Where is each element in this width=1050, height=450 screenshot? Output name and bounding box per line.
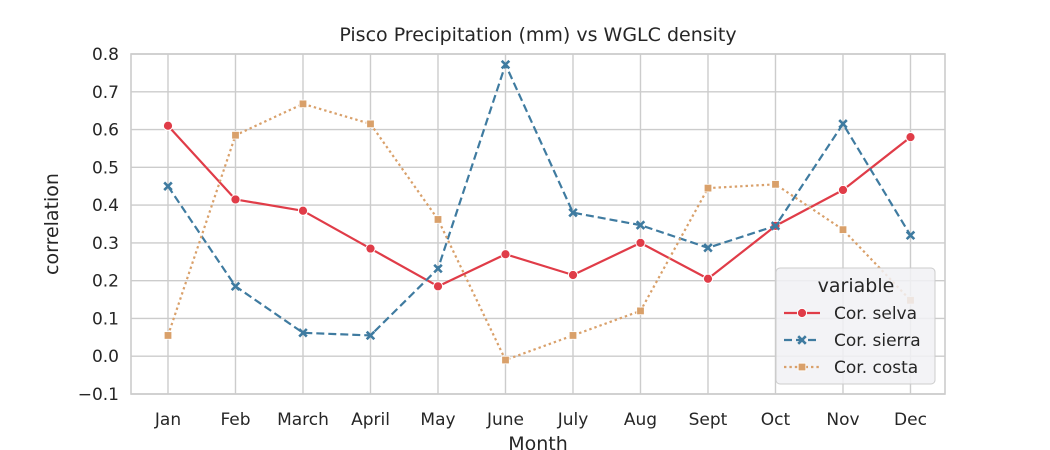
x-tick-label: June — [486, 410, 524, 430]
legend-entry: Cor. selva — [784, 304, 917, 324]
x-tick-label: Sept — [689, 410, 728, 430]
x-tick-label: Nov — [826, 410, 859, 430]
data-point — [838, 225, 848, 234]
data-point — [568, 207, 578, 218]
x-tick-label: Aug — [624, 410, 657, 430]
data-point — [500, 59, 511, 70]
x-tick-label: April — [351, 410, 390, 430]
legend-marker — [797, 362, 807, 372]
series-layer — [162, 59, 916, 365]
data-point — [231, 131, 240, 140]
series-line — [166, 102, 912, 362]
data-point — [837, 184, 849, 196]
data-point — [298, 99, 308, 109]
data-point — [501, 355, 510, 365]
data-point — [297, 205, 309, 216]
data-point — [162, 120, 174, 131]
legend-entry: Cor. costa — [784, 358, 918, 378]
legend-title: variable — [818, 275, 895, 297]
data-point — [163, 181, 173, 191]
legend-label: Cor. sierra — [834, 331, 921, 351]
legend-label: Cor. costa — [834, 358, 918, 378]
chart-title: Pisco Precipitation (mm) vs WGLC density — [339, 24, 736, 46]
data-point — [230, 194, 241, 205]
legend-label: Cor. selva — [834, 304, 917, 324]
x-tick-label: March — [277, 410, 329, 430]
data-point — [366, 119, 375, 129]
data-point — [500, 249, 511, 260]
data-point — [298, 328, 308, 338]
y-tick-label: 0.3 — [92, 234, 119, 254]
x-tick-label: July — [557, 410, 589, 430]
data-point — [771, 180, 780, 189]
series-cor-sierra — [163, 59, 916, 341]
data-point — [163, 331, 173, 340]
data-point — [838, 119, 848, 129]
data-point — [703, 183, 713, 193]
x-tick-label: Feb — [220, 410, 250, 430]
legend-items: Cor. selva Cor. sierra Cor. costa — [784, 304, 921, 378]
data-point — [433, 263, 443, 274]
data-point — [905, 230, 916, 241]
y-tick-label: 0.1 — [92, 309, 119, 329]
data-point — [770, 221, 781, 231]
y-tick-label: −0.1 — [78, 385, 119, 405]
y-tick-label: 0.2 — [92, 272, 119, 292]
legend-entry: Cor. sierra — [784, 331, 921, 351]
x-tick-label: Dec — [894, 410, 927, 430]
y-tick-label: 0.0 — [92, 347, 119, 367]
y-tick-label: 0.8 — [92, 45, 119, 65]
data-point — [635, 237, 646, 248]
series-line — [167, 63, 912, 337]
legend: variable Cor. selva Cor. sierra Cor. costa — [775, 267, 936, 385]
data-point — [433, 215, 443, 224]
series-line — [167, 125, 912, 288]
data-point — [702, 273, 714, 284]
x-tick-label: Oct — [761, 410, 791, 430]
plot-frame — [130, 53, 946, 395]
tick-labels: −0.1 0.0 0.1 0.2 0.3 0.4 0.5 0.6 0.7 0.8 Jan Feb Mar… — [78, 45, 927, 430]
data-point — [432, 281, 444, 292]
data-point — [568, 331, 578, 340]
data-point — [567, 269, 579, 281]
y-tick-label: 0.5 — [92, 158, 119, 178]
x-tick-label: Jan — [154, 410, 181, 430]
legend-box — [775, 267, 936, 385]
x-tick-label: May — [420, 410, 455, 430]
data-point — [905, 132, 916, 143]
legend-marker — [797, 335, 807, 345]
y-tick-label: 0.7 — [92, 83, 119, 103]
data-point — [635, 220, 646, 230]
data-point — [365, 330, 376, 341]
data-point — [636, 306, 645, 316]
x-axis-label: Month — [508, 433, 568, 450]
data-point — [230, 281, 241, 292]
y-tick-label: 0.6 — [92, 121, 119, 141]
legend-marker — [796, 307, 808, 319]
data-point — [703, 243, 713, 253]
series-cor-selva — [162, 120, 916, 292]
y-axis-label: correlation — [41, 173, 63, 275]
y-tick-label: 0.4 — [92, 196, 119, 216]
data-point — [365, 243, 376, 254]
